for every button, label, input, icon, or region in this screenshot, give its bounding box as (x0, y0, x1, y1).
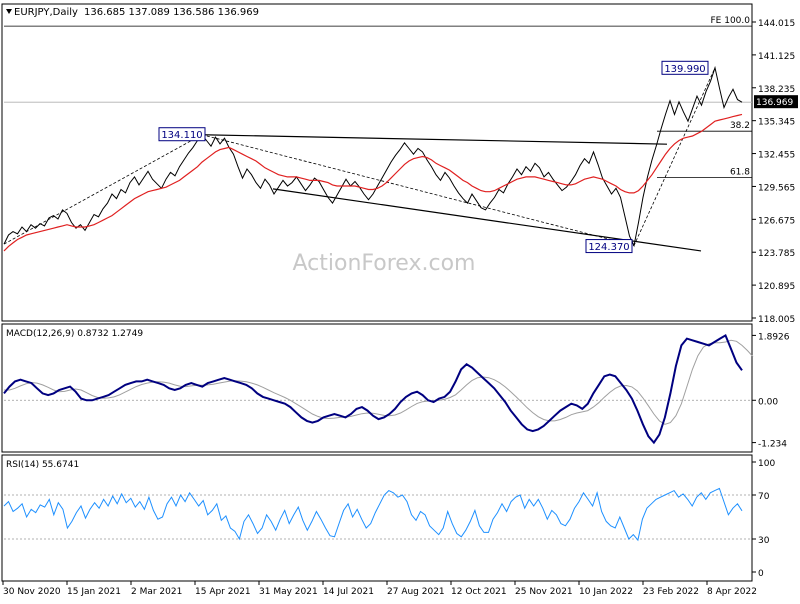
macd-line (3, 333, 743, 445)
x-tick-label: 14 Jul 2021 (323, 587, 374, 597)
fib-618-label: 61.8 (730, 168, 750, 178)
x-tick-label: 31 May 2021 (259, 587, 318, 597)
watermark: ActionForex.com (293, 251, 476, 276)
symbol-label: EURJPY,Daily (14, 7, 78, 18)
high1-label-box (158, 127, 206, 142)
macd-panel (1, 323, 753, 453)
high1-label: 134.110 (161, 130, 202, 141)
x-tick-label: 10 Jan 2022 (579, 587, 633, 597)
dashed-trendline (201, 134, 635, 246)
macd-series (3, 333, 754, 445)
macd-signal-line (4, 339, 754, 425)
price-tick-label: 144.015 (758, 19, 795, 29)
fe-label: FE 100.0 (711, 16, 751, 26)
macd-tick-label: 1.8926 (758, 332, 790, 342)
macd-tick-label: -1.234 (758, 440, 787, 450)
channel-upper-line (201, 134, 668, 145)
macd-axis: 1.8926 0.00 -1.234 (4, 332, 790, 450)
price-tick-label: 141.125 (758, 52, 795, 62)
last-price-box (754, 95, 798, 109)
x-tick-label: 2 Mar 2021 (131, 587, 182, 597)
x-axis: 30 Nov 2020 15 Jan 2021 2 Mar 2021 15 Apr 2… (2, 581, 757, 597)
price-series: 136.969 (3, 65, 798, 252)
price-tick-label: 123.785 (758, 249, 795, 259)
price-overlays: FE 100.0 38.2 61.8 (3, 16, 752, 252)
price-tick-label: 126.675 (758, 216, 795, 226)
x-tick-label: 12 Oct 2021 (451, 587, 507, 597)
rsi-axis: 100 70 30 0 (4, 459, 775, 579)
x-tick-label: 25 Nov 2021 (515, 587, 573, 597)
dashed-trendline (633, 67, 716, 246)
rsi-tick-label: 100 (758, 459, 775, 469)
x-tick-label: 8 Apr 2022 (707, 587, 757, 597)
x-tick-label: 15 Apr 2021 (195, 587, 251, 597)
rsi-tick-label: 0 (758, 569, 764, 579)
price-tick-label: 135.345 (758, 118, 795, 128)
macd-title: MACD(12,26,9) 0.8732 1.2749 (6, 329, 143, 339)
x-tick-label: 23 Feb 2022 (643, 587, 699, 597)
dashed-trendline (3, 134, 203, 245)
rsi-line (3, 487, 743, 542)
price-tick-label: 132.455 (758, 151, 795, 161)
ma-line (3, 113, 743, 252)
x-tick-label: 27 Aug 2021 (387, 587, 445, 597)
price-panel (1, 3, 753, 322)
low1-label-box (585, 239, 633, 254)
x-tick-label: 15 Jan 2021 (67, 587, 121, 597)
low1-label: 124.370 (588, 242, 629, 253)
price-tick-label: 138.235 (758, 85, 795, 95)
price-tick-label: 129.565 (758, 183, 795, 193)
fib-382-label: 38.2 (730, 121, 750, 131)
rsi-series (3, 487, 743, 542)
price-tick-label: 118.005 (758, 315, 795, 325)
price-callouts: 134.110 124.370 139.990 (158, 60, 709, 254)
rsi-panel (1, 454, 753, 582)
high2-label-box (661, 60, 709, 75)
high2-label: 139.990 (664, 64, 705, 75)
price-line (3, 65, 743, 248)
rsi-tick-label: 30 (758, 536, 770, 546)
last-price-label: 136.969 (756, 98, 793, 108)
collapse-triangle-icon[interactable] (6, 9, 12, 14)
x-tick-label: 30 Nov 2020 (3, 587, 61, 597)
price-axis: 144.015 141.125 138.235 135.345 132.455 129.5… (752, 19, 795, 325)
ohlc-label: 136.685 137.089 136.586 136.969 (84, 7, 259, 18)
rsi-tick-label: 70 (758, 492, 770, 502)
rsi-title: RSI(14) 55.6741 (6, 460, 79, 470)
macd-tick-label: 0.00 (758, 397, 778, 407)
price-tick-label: 120.895 (758, 282, 795, 292)
